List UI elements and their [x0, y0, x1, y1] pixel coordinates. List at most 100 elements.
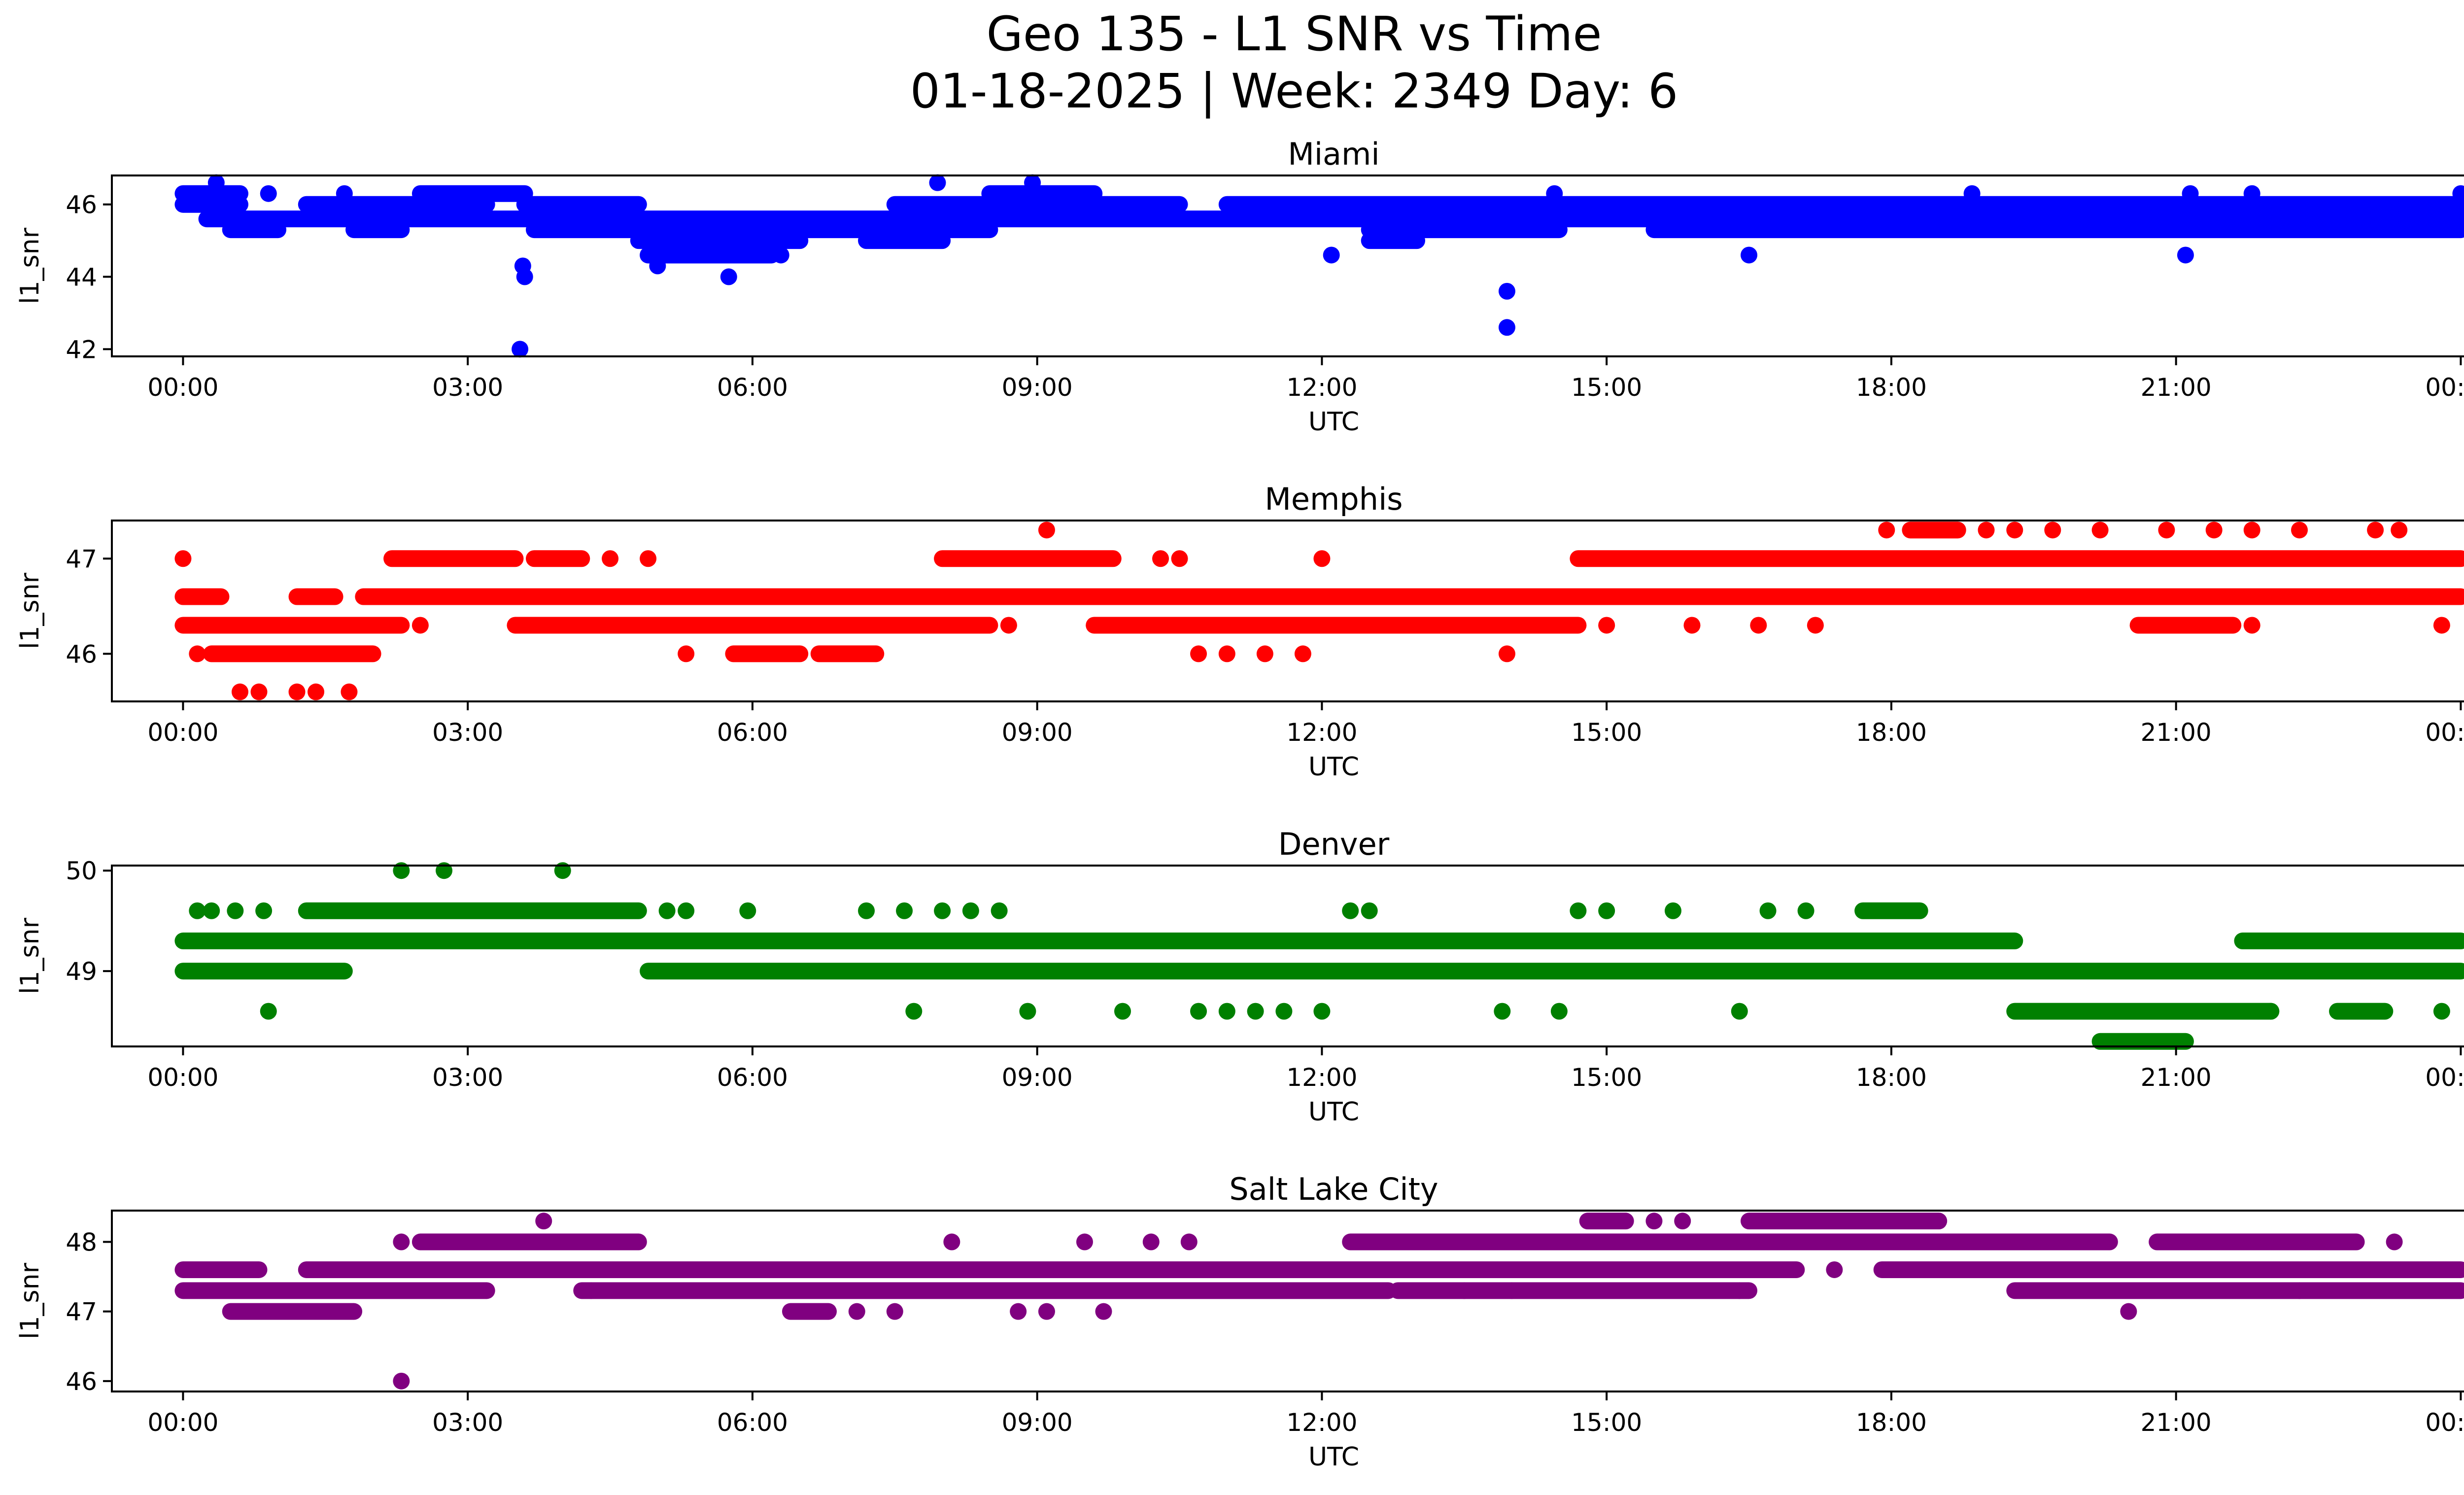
band-0-segment-2	[1873, 1261, 2464, 1278]
point-3	[582, 1282, 600, 1299]
y-tick-label: 47	[66, 545, 97, 573]
point-11	[1000, 617, 1017, 634]
x-tick-label: 00:00	[2425, 373, 2464, 402]
point-6	[943, 1233, 960, 1251]
band-3-segment-0	[222, 1303, 363, 1320]
subplot-salt-lake-city: Salt Lake City 00:00 03:00 06:00 09:00 12:00 1…	[15, 1171, 2464, 1472]
x-tick-label: 06:00	[717, 1408, 788, 1437]
x-tick-label: 03:00	[432, 373, 503, 402]
x-tick-label: 06:00	[717, 718, 788, 747]
point-22	[1683, 617, 1701, 634]
band-3-segment-1	[782, 1303, 837, 1320]
point-16	[1963, 185, 1981, 202]
point-30	[1664, 902, 1681, 919]
point-35	[2433, 1003, 2450, 1020]
point-14	[1546, 185, 1563, 202]
point-24	[1807, 617, 1824, 634]
subplot-memphis: Memphis 00:00 03:00 06:00 09:00 12:00 15:00 18:…	[15, 481, 2464, 782]
point-20	[1218, 1003, 1235, 1020]
band-1-segment-1	[640, 963, 2464, 980]
point-12	[1498, 282, 1515, 300]
band-0-segment-0	[174, 588, 230, 605]
band-4-segment-0	[630, 232, 809, 249]
point-23	[1313, 1003, 1331, 1020]
point-11	[1323, 246, 1340, 264]
point-28	[2044, 522, 2061, 539]
point-28	[1570, 902, 1587, 919]
x-tick-label: 00:00	[147, 1063, 218, 1092]
band-1-segment-1	[345, 221, 410, 239]
point-9	[678, 902, 695, 919]
y-tick-label: 46	[66, 191, 97, 219]
scatter-series	[174, 862, 2464, 1050]
point-19	[1313, 550, 1331, 567]
x-tick-label: 18:00	[1856, 1408, 1927, 1437]
x-tick-label: 15:00	[1571, 718, 1642, 747]
x-tick-label: 09:00	[1002, 718, 1073, 747]
point-13	[1152, 550, 1169, 567]
point-14	[1171, 550, 1188, 567]
band-1-segment-0	[174, 617, 410, 634]
point-19	[1190, 1003, 1207, 1020]
point-25	[1361, 902, 1378, 919]
point-7	[411, 617, 429, 634]
point-15	[1190, 645, 1207, 662]
y-tick-label: 47	[66, 1298, 97, 1326]
band-3-segment-0	[174, 185, 248, 202]
point-21	[2386, 1233, 2403, 1251]
point-2	[227, 902, 244, 919]
point-5	[512, 341, 529, 358]
point-13	[1498, 319, 1515, 336]
x-tick-label: 15:00	[1571, 1063, 1642, 1092]
point-17	[1731, 1282, 1748, 1299]
x-tick-label: 00:00	[147, 1408, 218, 1437]
x-tick-label: 12:00	[1286, 1408, 1357, 1437]
band-3-segment-1	[725, 645, 809, 662]
point-15	[1741, 246, 1758, 264]
x-axis-label: UTC	[1308, 407, 1359, 437]
band-2-segment-4	[1218, 196, 2464, 213]
scatter-series	[174, 174, 2464, 358]
point-34	[2262, 1003, 2280, 1020]
point-16	[1218, 645, 1235, 662]
point-12	[896, 902, 913, 919]
axes-frame	[111, 174, 2464, 357]
x-tick-label: 15:00	[1571, 1408, 1642, 1437]
point-22	[1275, 1003, 1293, 1020]
point-32	[1759, 902, 1777, 919]
x-tick-label: 21:00	[2141, 1408, 2212, 1437]
subplot-title: Denver	[1278, 826, 1390, 862]
point-0	[207, 174, 225, 191]
x-tick-label: 21:00	[2141, 373, 2212, 402]
point-37	[2433, 617, 2450, 634]
band-4-segment-0	[1741, 1213, 1948, 1230]
subplot-title: Salt Lake City	[1229, 1171, 1438, 1207]
subplot-denver: Denver 00:00 03:00 06:00 09:00 12:00 15:00 18:0…	[15, 826, 2464, 1127]
y-tick-label: 50	[66, 857, 97, 885]
point-11	[858, 902, 875, 919]
x-tick-label: 06:00	[717, 1063, 788, 1092]
subplot-miami: Miami 00:00 03:00 06:00 09:00 12:00 15:00 18:00…	[15, 136, 2464, 437]
band-2-segment-1	[1342, 1233, 2118, 1251]
point-7	[1010, 1303, 1027, 1320]
x-axis-label: UTC	[1308, 1097, 1359, 1127]
band-3-segment-1	[411, 185, 533, 202]
band-2-segment-3	[1570, 550, 2464, 567]
point-29	[2091, 522, 2109, 539]
point-8	[658, 902, 676, 919]
band-0-segment-1	[288, 588, 343, 605]
band-0-segment-2	[355, 588, 2464, 605]
point-13	[905, 1003, 923, 1020]
band-3-segment-0	[2006, 1003, 2280, 1020]
band-2-segment-2	[516, 196, 647, 213]
y-tick-label: 46	[66, 1367, 97, 1396]
axes-frame	[111, 520, 2464, 702]
x-tick-label: 03:00	[432, 718, 503, 747]
band-2-segment-0	[383, 550, 524, 567]
x-tick-label: 00:00	[2425, 1408, 2464, 1437]
x-tick-label: 12:00	[1286, 718, 1357, 747]
axes-frame	[111, 1210, 2464, 1392]
point-16	[991, 902, 1008, 919]
y-axis-label: l1_snr	[15, 227, 45, 304]
y-tick-label: 46	[66, 640, 97, 668]
